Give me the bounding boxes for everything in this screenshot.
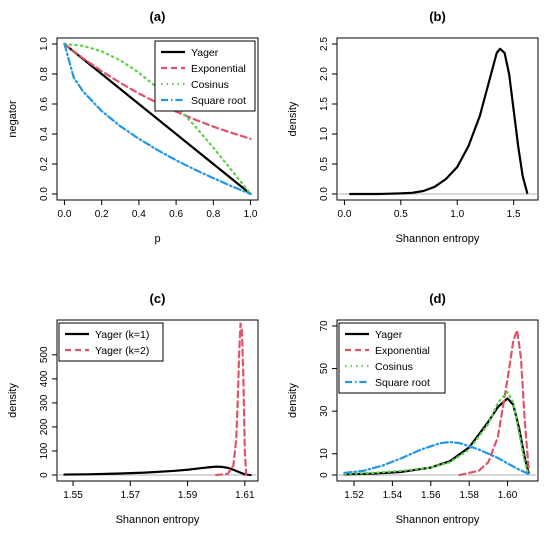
y-tick-label: 400 — [39, 370, 50, 387]
x-tick-label: 1.52 — [344, 490, 364, 501]
series-line-density — [348, 47, 529, 196]
y-tick-label: 0.0 — [319, 187, 330, 201]
plot-frame — [336, 319, 539, 482]
y-axis-label: density — [7, 383, 19, 418]
panel-1: (a) 0.0 0.2 0.4 0.6 0.8 1.0 0.0 0.2 0.4 0.6 0.8 1.0 p… — [7, 9, 259, 245]
x-tick-label: 0.6 — [169, 209, 183, 220]
x-tick-label: 0.8 — [206, 209, 220, 220]
y-tick-label: 0.2 — [39, 157, 50, 171]
x-tick-label: 1.0 — [244, 209, 258, 220]
x-tick-label: 0.4 — [132, 209, 146, 220]
legend-label: Square root — [191, 95, 246, 107]
plot-frame — [56, 319, 259, 482]
x-tick-label: 1.0 — [450, 209, 464, 220]
y-tick-label: 0.0 — [39, 187, 50, 201]
y-tick-label: 1.5 — [319, 97, 330, 111]
y-tick-label: 0 — [39, 472, 50, 478]
y-axis-label: density — [287, 383, 299, 418]
y-tick-label: 200 — [39, 418, 50, 435]
panel-4: (d) 1.52 1.54 1.56 1.58 1.60 0 10 30 50 70 Shannon … — [287, 291, 539, 526]
series-line-square-root — [63, 42, 252, 196]
series-line-yager — [343, 397, 530, 476]
legend: Yager Exponential Cosinus Square root — [154, 40, 256, 112]
x-tick-label: 1.55 — [63, 490, 83, 501]
legend-box — [58, 322, 164, 362]
legend-label: Exponential — [375, 345, 430, 357]
plot-frame — [336, 37, 539, 201]
y-tick-label: 0.8 — [39, 67, 50, 81]
y-tick-label: 30 — [319, 405, 330, 417]
panel-3: (c) 1.55 1.57 1.59 1.61 0 100 200 300 400 500 Shann… — [7, 291, 259, 526]
y-tick-label: 10 — [319, 448, 330, 460]
legend-label: Yager — [191, 47, 219, 59]
y-tick-label: 2.5 — [319, 37, 330, 51]
x-tick-label: 1.58 — [459, 490, 479, 501]
y-tick-label: 500 — [39, 346, 50, 363]
y-axis-label: density — [287, 101, 299, 136]
x-tick-label: 0.5 — [394, 209, 408, 220]
legend-label: Cosinus — [191, 79, 229, 91]
x-axis-label: Shannon entropy — [396, 233, 480, 245]
y-tick-label: 2.0 — [319, 67, 330, 81]
x-tick-label: 0.0 — [337, 209, 351, 220]
series-line-square-root — [343, 440, 530, 476]
series-line-yager-k-2- — [215, 322, 248, 477]
legend: Yager (k=1) Yager (k=2) — [58, 322, 164, 362]
y-tick-label: 1.0 — [319, 127, 330, 141]
legend-label: Yager — [375, 329, 403, 341]
y-tick-label: 1.0 — [39, 37, 50, 51]
x-tick-label: 1.5 — [507, 209, 521, 220]
legend-label: Exponential — [191, 63, 246, 75]
panel-title: (d) — [429, 291, 446, 306]
panel-title: (c) — [150, 291, 166, 306]
series-line-yager-k-1- — [63, 465, 252, 477]
panel-title: (b) — [429, 9, 446, 24]
y-tick-label: 0.4 — [39, 127, 50, 141]
x-tick-label: 0.0 — [57, 209, 71, 220]
x-tick-label: 0.2 — [95, 209, 109, 220]
x-tick-label: 1.60 — [498, 490, 518, 501]
legend-label: Cosinus — [375, 361, 413, 373]
x-tick-label: 1.61 — [235, 490, 255, 501]
panel-2: (b) 0.0 0.5 1.0 1.5 0.0 0.5 1.0 1.5 2.0 2.5 Shannon… — [287, 9, 539, 245]
y-tick-label: 70 — [319, 320, 330, 332]
x-axis-label: Shannon entropy — [116, 514, 200, 526]
x-tick-label: 1.57 — [121, 490, 141, 501]
x-tick-label: 1.54 — [383, 490, 403, 501]
x-tick-label: 1.56 — [421, 490, 441, 501]
legend-label: Square root — [375, 377, 430, 389]
y-tick-label: 0.5 — [319, 157, 330, 171]
plot-frame — [56, 37, 259, 201]
y-tick-label: 50 — [319, 363, 330, 375]
series-line-exponential — [458, 329, 530, 477]
y-tick-label: 0 — [319, 472, 330, 478]
series-line-yager — [63, 42, 252, 196]
series-line-cosinus — [343, 390, 530, 477]
y-tick-label: 100 — [39, 442, 50, 459]
panel-title: (a) — [150, 9, 166, 24]
y-tick-label: 0.6 — [39, 97, 50, 111]
x-axis-label: Shannon entropy — [396, 514, 480, 526]
x-tick-label: 1.59 — [178, 490, 198, 501]
legend-label: Yager (k=1) — [95, 329, 149, 341]
y-tick-label: 300 — [39, 394, 50, 411]
legend-label: Yager (k=2) — [95, 345, 149, 357]
legend: Yager Exponential Cosinus Square root — [338, 322, 446, 394]
y-axis-label: negator — [7, 100, 19, 138]
x-axis-label: p — [154, 233, 160, 245]
